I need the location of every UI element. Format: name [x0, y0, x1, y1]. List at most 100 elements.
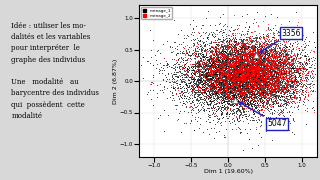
Point [257, 89, 262, 91]
Point [225, 60, 230, 63]
Point [229, 73, 235, 75]
Point [221, 66, 227, 69]
Point [233, 66, 238, 69]
Point [203, 96, 208, 99]
Point [236, 75, 242, 78]
Point [225, 73, 230, 76]
Point [254, 86, 259, 89]
Point [303, 86, 308, 89]
Point [167, 45, 172, 48]
Point [276, 95, 281, 98]
Point [239, 98, 244, 101]
Point [290, 62, 295, 65]
Point [241, 73, 246, 76]
Point [219, 113, 224, 116]
Point [245, 61, 250, 64]
Point [230, 59, 235, 62]
Point [242, 66, 247, 69]
Point [259, 87, 264, 89]
Point [275, 39, 280, 42]
Point [299, 45, 304, 48]
Point [290, 72, 295, 75]
Point [208, 24, 213, 27]
Point [265, 76, 270, 79]
Point [266, 58, 271, 61]
Point [261, 48, 266, 51]
Point [188, 105, 193, 108]
Point [207, 47, 212, 50]
Point [266, 73, 271, 76]
Point [228, 57, 233, 59]
Point [251, 94, 256, 96]
Point [264, 78, 269, 81]
Point [260, 61, 266, 64]
Point [247, 103, 252, 106]
Point [272, 85, 277, 88]
Point [251, 75, 256, 78]
Point [247, 51, 252, 53]
Point [224, 92, 229, 94]
Point [237, 118, 243, 121]
Point [204, 81, 210, 84]
Point [246, 65, 251, 68]
Point [199, 60, 204, 63]
Point [249, 40, 254, 43]
Point [219, 86, 224, 88]
Point [245, 58, 250, 61]
Point [244, 63, 249, 66]
Point [260, 86, 265, 88]
Point [200, 65, 205, 68]
Point [256, 91, 261, 94]
Point [265, 88, 270, 91]
Point [272, 57, 277, 60]
Point [229, 103, 235, 106]
Point [200, 85, 205, 88]
Point [282, 98, 287, 101]
Point [280, 77, 285, 80]
Point [221, 59, 227, 62]
Point [184, 85, 189, 88]
Point [260, 86, 266, 89]
Point [308, 82, 313, 84]
Point [229, 86, 235, 89]
Point [230, 70, 236, 73]
Point [223, 22, 228, 25]
Point [230, 95, 236, 98]
Point [269, 80, 274, 83]
Point [206, 73, 211, 76]
Point [213, 82, 218, 85]
Point [292, 95, 297, 98]
Point [207, 83, 212, 86]
Point [212, 70, 217, 73]
Point [257, 104, 262, 107]
Point [248, 38, 253, 41]
Point [238, 81, 243, 84]
Point [241, 79, 246, 82]
Point [225, 85, 230, 88]
Point [221, 80, 227, 83]
Point [237, 84, 243, 87]
Point [215, 95, 220, 98]
Point [261, 65, 267, 68]
Point [271, 85, 276, 87]
Point [270, 70, 275, 73]
Point [257, 69, 262, 71]
Point [273, 87, 278, 89]
Point [249, 87, 254, 90]
Point [284, 51, 289, 54]
Point [255, 89, 260, 91]
Point [245, 54, 250, 57]
Point [235, 86, 240, 89]
Point [247, 75, 252, 77]
Point [267, 90, 272, 93]
Point [251, 61, 256, 64]
Point [271, 57, 276, 59]
Point [243, 110, 248, 113]
Point [292, 96, 297, 99]
Point [236, 68, 241, 71]
Point [268, 87, 274, 89]
Point [214, 74, 219, 77]
Point [263, 46, 268, 49]
Point [227, 96, 232, 99]
Point [240, 76, 245, 79]
